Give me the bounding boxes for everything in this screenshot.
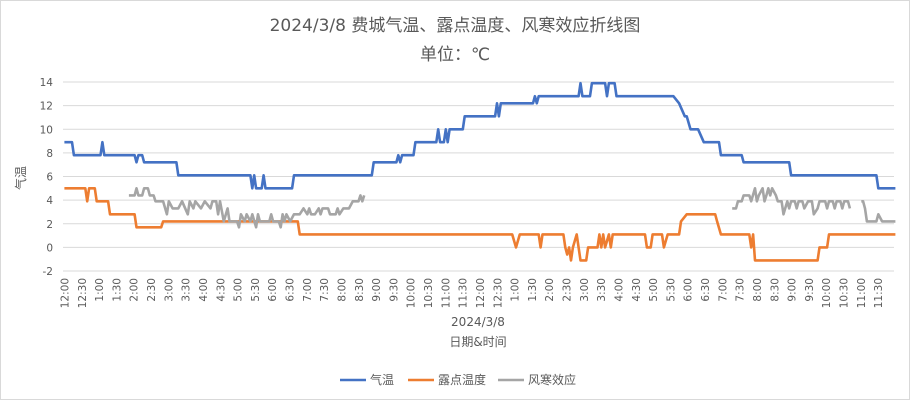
x-tick-label: 1:30 — [527, 278, 539, 302]
y-tick-label: 6 — [46, 172, 53, 184]
series-line — [64, 81, 896, 190]
series-line — [128, 187, 896, 229]
legend-label: 气温 — [370, 372, 394, 387]
x-tick-label: 7:30 — [735, 278, 747, 302]
chart-subtitle: 单位：℃ — [419, 45, 491, 65]
x-tick-label: 12:00 — [475, 278, 487, 308]
x-tick-label: 11:30 — [873, 278, 885, 308]
chart-title: 2024/3/8 费城气温、露点温度、风寒效应折线图 — [269, 16, 641, 36]
x-tick-label: 8:00 — [752, 278, 764, 302]
x-tick-label: 12:30 — [492, 278, 504, 308]
x-tick-label: 4:30 — [631, 278, 643, 302]
x-tick-label: 9:30 — [804, 278, 816, 302]
y-tick-label: 14 — [40, 77, 54, 89]
legend-label: 风寒效应 — [528, 372, 576, 387]
y-tick-label: 10 — [40, 124, 53, 136]
y-tick-label: 12 — [40, 101, 53, 113]
x-tick-label: 10:00 — [406, 278, 418, 308]
series-lines — [64, 81, 896, 262]
y-tick-label: 0 — [46, 242, 53, 254]
x-tick-label: 9:30 — [388, 278, 400, 302]
x-tick-label: 3:30 — [596, 278, 608, 302]
x-tick-label: 4:00 — [198, 278, 210, 302]
x-group-label: 2024/3/8 — [451, 315, 505, 329]
x-tick-label: 11:00 — [440, 278, 452, 308]
x-tick-label: 4:30 — [215, 278, 227, 302]
y-tick-label: 2 — [46, 219, 53, 231]
x-tick-label: 11:00 — [856, 278, 868, 308]
x-tick-label: 3:30 — [181, 278, 193, 302]
x-tick-label: 1:30 — [111, 278, 123, 302]
x-tick-label: 7:00 — [302, 278, 314, 302]
x-tick-label: 8:00 — [336, 278, 348, 302]
x-tick-label: 11:30 — [458, 278, 470, 308]
x-tick-label: 2:00 — [544, 278, 556, 302]
y-tick-label: -2 — [43, 266, 53, 278]
x-tick-label: 10:30 — [839, 278, 851, 308]
y-tick-label: 8 — [46, 148, 53, 160]
y-tick-label: 4 — [46, 195, 53, 207]
legend-label: 露点温度 — [438, 372, 486, 387]
x-tick-label: 7:00 — [717, 278, 729, 302]
x-tick-label: 5:30 — [665, 278, 677, 302]
y-axis-label: 气温 — [13, 166, 28, 190]
x-tick-label: 8:30 — [769, 278, 781, 302]
x-tick-label: 6:00 — [683, 278, 695, 302]
legend: 气温 露点温度 风寒效应 — [340, 372, 576, 387]
x-tick-label: 4:00 — [613, 278, 625, 302]
y-tick-labels: 14 12 10 8 6 4 2 0 -2 — [40, 77, 54, 278]
x-tick-label: 6:30 — [285, 278, 297, 302]
x-tick-label: 10:00 — [821, 278, 833, 308]
x-tick-label: 9:00 — [371, 278, 383, 302]
x-tick-label: 6:30 — [700, 278, 712, 302]
x-tick-label: 5:00 — [648, 278, 660, 302]
x-tick-label: 2:30 — [562, 278, 574, 302]
x-axis-label: 日期&时间 — [449, 335, 506, 349]
x-tick-label: 12:30 — [77, 278, 89, 308]
x-tick-label: 5:30 — [250, 278, 262, 302]
x-tick-label: 3:00 — [579, 278, 591, 302]
x-tick-label: 5:00 — [233, 278, 245, 302]
x-tick-label: 3:00 — [163, 278, 175, 302]
x-tick-label: 9:00 — [787, 278, 799, 302]
x-tick-label: 7:30 — [319, 278, 331, 302]
x-tick-label: 12:00 — [59, 278, 71, 308]
series-line — [64, 187, 896, 262]
x-tick-label: 2:30 — [146, 278, 158, 302]
x-tick-labels: 12:00 12:30 1:00 1:30 2:00 2:30 3:00 3:30 4:00 4:… — [59, 278, 885, 308]
x-tick-label: 1:00 — [94, 278, 106, 302]
x-tick-label: 2:00 — [129, 278, 141, 302]
x-tick-label: 8:30 — [354, 278, 366, 302]
x-tick-label: 1:00 — [510, 278, 522, 302]
x-tick-label: 6:00 — [267, 278, 279, 302]
x-tick-label: 10:30 — [423, 278, 435, 308]
